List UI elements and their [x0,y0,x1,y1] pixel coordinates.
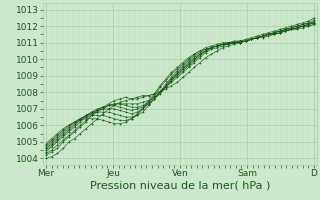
X-axis label: Pression niveau de la mer( hPa ): Pression niveau de la mer( hPa ) [90,181,270,191]
